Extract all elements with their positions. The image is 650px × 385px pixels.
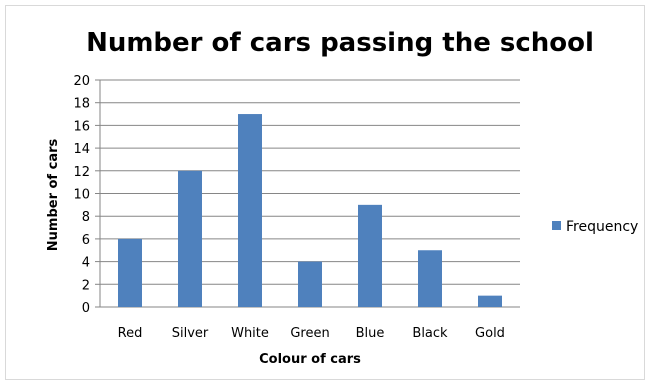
bar-black <box>418 250 442 307</box>
y-tick-label: 6 <box>82 233 90 248</box>
y-tick-label: 12 <box>73 165 90 180</box>
y-tick-label: 8 <box>82 210 90 225</box>
x-tick-label: Green <box>290 326 329 341</box>
chart-title: Number of cars passing the school <box>86 28 594 58</box>
x-tick-label: Blue <box>356 326 385 341</box>
legend-swatch <box>552 221 561 230</box>
bar-silver <box>178 170 202 307</box>
x-tick-labels: Red Silver White Green Blue Black Gold <box>118 326 505 341</box>
y-tick-label: 18 <box>73 97 90 112</box>
x-tick-label: Gold <box>475 326 505 341</box>
x-axis-label: Colour of cars <box>259 352 361 367</box>
chart-frame <box>5 5 645 380</box>
x-tick-label: Black <box>412 326 448 341</box>
x-tick-label: White <box>231 326 269 341</box>
bar-red <box>118 238 142 307</box>
y-tick-label: 2 <box>82 278 90 293</box>
y-tick-label: 10 <box>73 188 90 203</box>
y-tick-label: 4 <box>82 256 90 271</box>
legend: Frequency <box>552 219 638 235</box>
bar-white <box>238 114 262 307</box>
bar-blue <box>358 204 382 307</box>
bar-green <box>298 261 322 307</box>
y-tick-label: 14 <box>73 142 90 157</box>
gridlines <box>95 79 520 308</box>
legend-label: Frequency <box>566 219 638 235</box>
y-axis-label: Number of cars <box>46 138 61 251</box>
y-tick-labels: 0 2 4 6 8 10 12 14 16 18 20 <box>73 74 90 316</box>
x-tick-label: Red <box>118 326 143 341</box>
bars <box>118 114 502 307</box>
bar-gold <box>478 295 502 307</box>
y-tick-label: 16 <box>73 119 90 134</box>
y-tick-label: 20 <box>73 74 90 89</box>
y-tick-label: 0 <box>82 301 90 316</box>
x-tick-label: Silver <box>172 326 209 341</box>
